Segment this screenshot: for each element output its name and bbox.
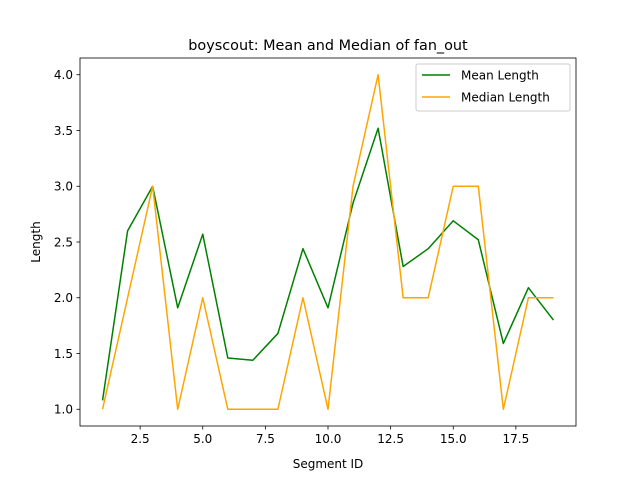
- series-line-1: [101, 73, 554, 411]
- x-tick-label: 10.0: [315, 432, 342, 446]
- y-tick-label: 1.5: [54, 347, 73, 361]
- x-tick-label: 12.5: [377, 432, 404, 446]
- chart-title: boyscout: Mean and Median of fan_out: [188, 38, 468, 54]
- legend-box: [415, 63, 571, 112]
- x-tick-label: 2.5: [131, 432, 150, 446]
- y-tick-label: 2.5: [54, 235, 73, 249]
- x-tick-label: 7.5: [256, 432, 275, 446]
- y-tick-label: 4.0: [54, 68, 73, 82]
- x-tick-label: 17.5: [503, 432, 530, 446]
- legend: Mean Length Median Length: [415, 63, 571, 112]
- y-tick-label: 3.5: [54, 124, 73, 138]
- x-tick-label: 5.0: [193, 432, 212, 446]
- y-axis-label: Length: [29, 221, 43, 262]
- y-tick-label: 2.0: [54, 291, 73, 305]
- y-tick-label: 1.0: [54, 403, 73, 417]
- plot-area: 2.5 5.0 7.5 10.0 12.5 15.0 17.5 1.0 1.5 2.0 2.5 3.0…: [54, 57, 577, 446]
- y-tick-label: 3.0: [54, 180, 73, 194]
- series-line-0: [101, 127, 555, 401]
- x-tick-label: 15.0: [440, 432, 467, 446]
- legend-label-0: Mean Length: [461, 68, 539, 82]
- x-axis-label: Segment ID: [293, 457, 364, 471]
- legend-label-1: Median Length: [461, 90, 550, 104]
